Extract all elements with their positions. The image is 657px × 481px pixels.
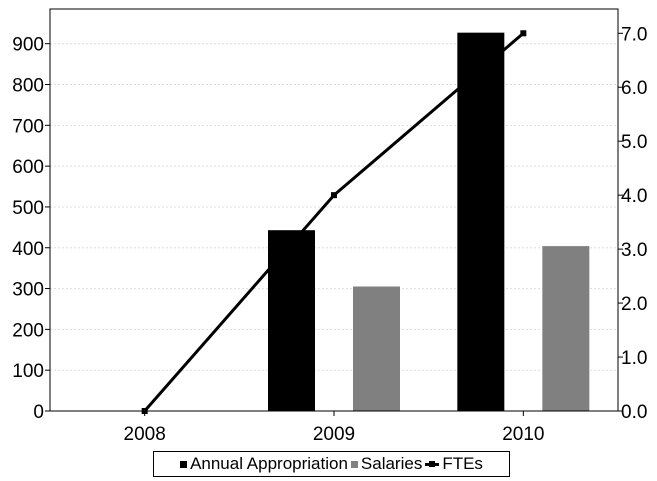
salaries-swatch [350,460,358,468]
right-tick-label: 4.0 [621,186,647,207]
plot-frame [45,8,623,416]
right-tick-label: 5.0 [621,132,647,153]
plot-border [49,8,619,412]
legend-label-annual-appropriation: Annual Appropriation [190,454,348,473]
left-tick-label: 600 [12,157,44,178]
right-tick-label: 6.0 [621,78,647,99]
ftes-point-2009 [331,192,337,199]
x-tick-label: 2009 [313,424,355,445]
x-axis-ticks: 2008 2009 2010 [124,424,545,445]
right-tick-label: 7.0 [621,24,647,45]
right-tick-label: 0.0 [621,402,647,423]
left-tick-label: 100 [12,361,44,382]
left-tick-label: 800 [12,76,44,97]
left-tick-label: 400 [12,239,44,260]
bar-annual-appropriation-2009 [268,230,315,411]
legend-item-annual-appropriation: Annual Appropriation [180,454,348,474]
right-axis-ticks: 0.0 1.0 2.0 3.0 4.0 5.0 6.0 7.0 [621,24,647,423]
left-axis-ticks: 0 100 200 300 400 500 600 700 800 900 [12,35,44,423]
legend-item-ftes: FTEs [425,454,483,474]
right-tick-label: 2.0 [621,294,647,315]
x-tick-label: 2010 [502,424,544,445]
left-tick-label: 900 [12,35,44,56]
ftes-point-2010 [520,30,527,37]
annual-appropriation-swatch [180,460,188,468]
bars [268,32,590,411]
bar-salaries-2009 [353,286,400,411]
x-tick-label: 2008 [124,424,166,445]
left-tick-label: 300 [12,280,44,301]
bar-salaries-2010 [542,246,590,411]
right-tick-label: 3.0 [621,240,647,261]
left-tick-label: 0 [33,402,44,423]
left-tick-label: 200 [12,320,44,341]
legend-label-salaries: Salaries [360,454,423,473]
bar-annual-appropriation-2010 [457,32,505,411]
left-tick-label: 500 [12,198,44,219]
gridlines [50,43,618,371]
ftes-line-swatch [425,460,440,467]
left-tick-label: 700 [12,116,44,137]
legend: Annual Appropriation Salaries FTEs [153,451,510,477]
legend-item-salaries: Salaries [350,454,423,474]
legend-label-ftes: FTEs [442,454,483,473]
right-tick-label: 1.0 [621,348,647,369]
